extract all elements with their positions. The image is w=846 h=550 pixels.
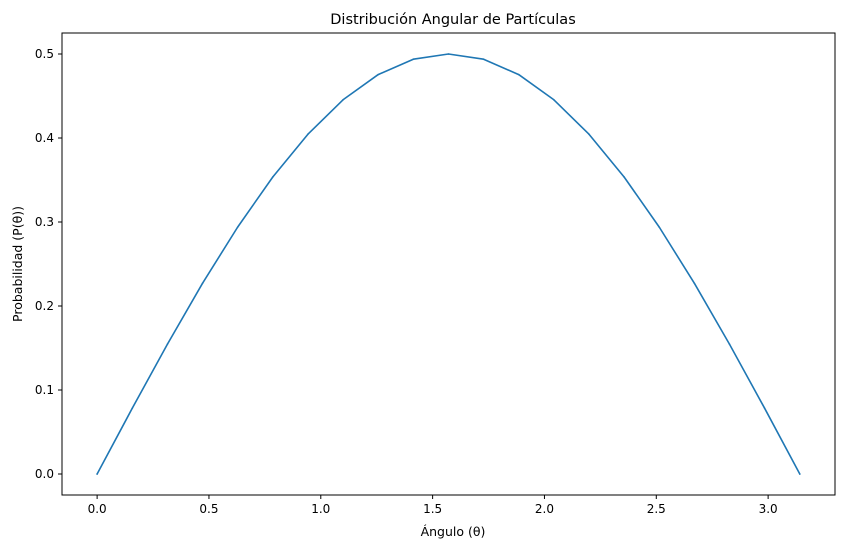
data-point (798, 473, 801, 475)
data-point (307, 133, 309, 136)
series-0 (96, 53, 801, 475)
y-tick-label: 0.1 (35, 383, 54, 397)
x-tick-label: 2.5 (647, 502, 666, 516)
y-tick-label: 0.5 (35, 47, 54, 61)
chart-title: Distribución Angular de Partículas (330, 12, 576, 28)
y-tick-label: 0.3 (35, 215, 54, 229)
data-point (271, 176, 274, 178)
x-tick-label: 1.5 (423, 502, 442, 516)
data-point (517, 73, 520, 76)
data-point (482, 58, 485, 61)
data-point (131, 407, 134, 410)
series-layer (96, 53, 801, 475)
data-point (201, 282, 204, 285)
y-tick-label: 0.4 (35, 131, 54, 145)
x-tick-label: 0.5 (199, 502, 218, 516)
data-point (658, 226, 661, 228)
y-axis: 0.0 0.1 0.2 0.3 0.4 0.5 (35, 47, 62, 481)
x-axis: 0.0 0.5 1.0 1.5 2.0 2.5 3.0 (88, 495, 778, 516)
data-point (623, 176, 625, 178)
data-point (342, 98, 344, 101)
data-point (763, 407, 766, 410)
y-tick-label: 0.0 (35, 467, 54, 481)
x-tick-label: 2.0 (535, 502, 554, 516)
data-point (412, 58, 415, 61)
x-tick-label: 3.0 (759, 502, 778, 516)
data-point (553, 98, 555, 101)
plot-area-frame (61, 32, 836, 496)
data-point (728, 343, 731, 346)
y-tick-label: 0.2 (35, 299, 54, 313)
data-point (96, 473, 98, 475)
data-point (588, 133, 590, 136)
x-axis-label: Ángulo (θ) (421, 524, 486, 539)
x-tick-label: 0.0 (88, 502, 107, 516)
data-point (166, 343, 169, 346)
data-point (236, 226, 239, 228)
data-point (693, 282, 696, 285)
y-axis-label: Probabilidad (P(θ)) (10, 206, 25, 322)
data-point (377, 73, 379, 76)
data-point (447, 53, 450, 55)
x-tick-label: 1.0 (311, 502, 330, 516)
